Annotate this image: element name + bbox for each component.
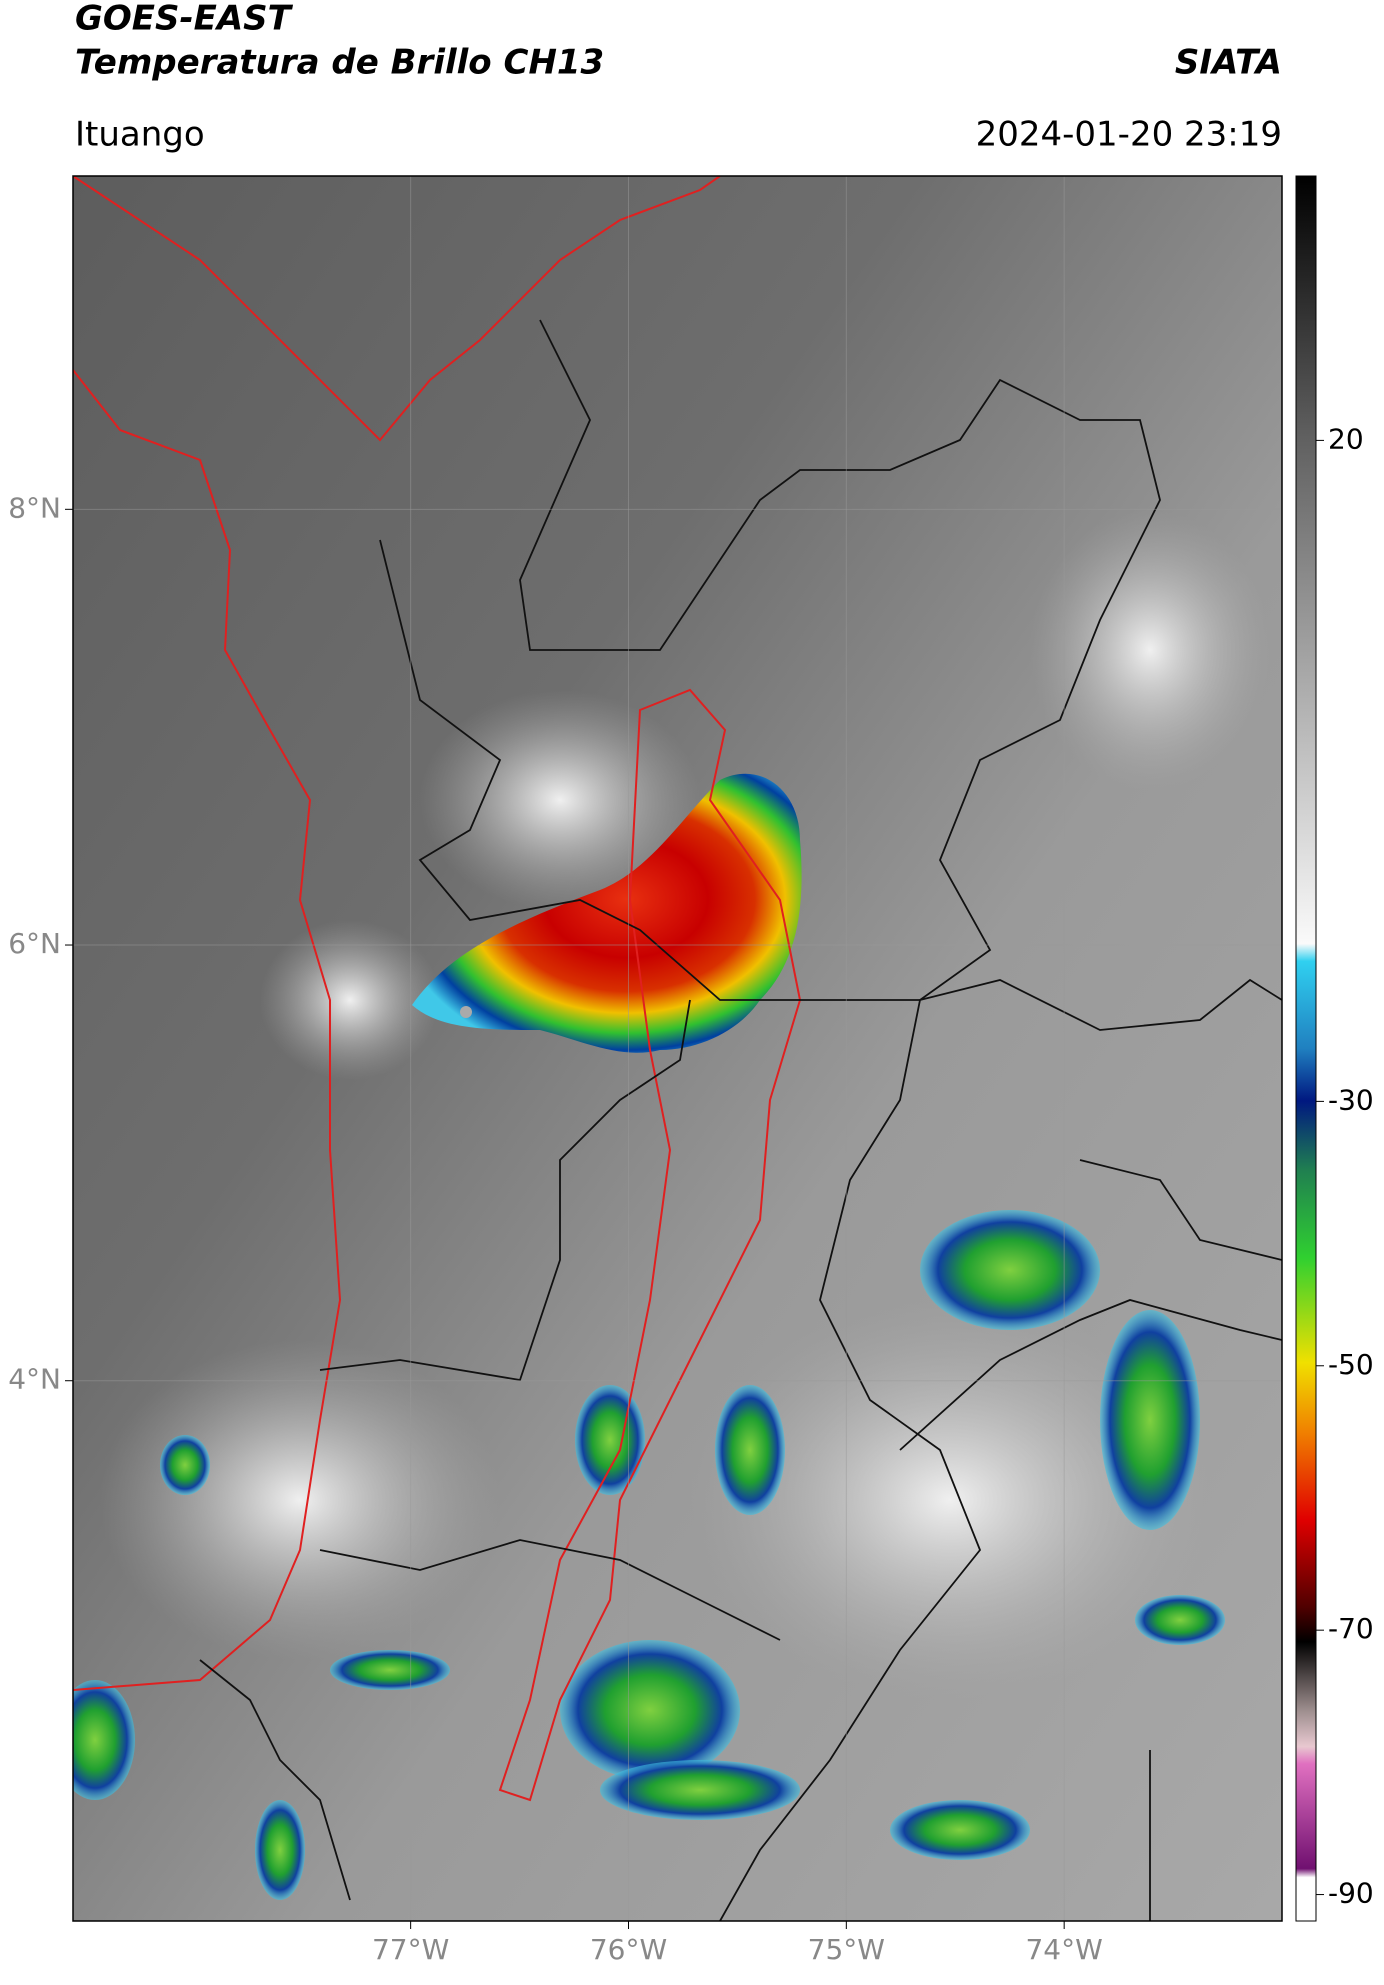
map-frame xyxy=(72,175,1283,1922)
location: Ituango xyxy=(75,115,205,155)
colorbar-tick-label: -50 xyxy=(1328,1348,1374,1381)
y-tick-label: 4°N xyxy=(8,1363,61,1396)
datetime: 2024-01-20 23:19 xyxy=(976,115,1282,155)
title: GOES-EAST xyxy=(75,0,294,39)
colorbar-tick-label: -90 xyxy=(1328,1877,1374,1910)
x-tick-label: 74°W xyxy=(1025,1933,1102,1966)
y-tick-label: 6°N xyxy=(8,927,61,960)
colorbar-tick-label: -30 xyxy=(1328,1083,1374,1116)
x-tick-label: 76°W xyxy=(590,1933,667,1966)
map-image xyxy=(73,176,1282,1921)
y-tick-label: 8°N xyxy=(8,491,61,524)
x-tick-label: 77°W xyxy=(372,1933,449,1966)
graticule xyxy=(73,176,1282,1921)
colorbar-tick-label: 20 xyxy=(1328,422,1364,455)
brand: SIATA xyxy=(1175,43,1282,83)
x-tick-label: 75°W xyxy=(808,1933,885,1966)
colorbar-tick-label: -70 xyxy=(1328,1612,1374,1645)
colorbar xyxy=(1295,175,1317,1922)
subtitle: Temperatura de Brillo CH13 xyxy=(75,43,604,83)
